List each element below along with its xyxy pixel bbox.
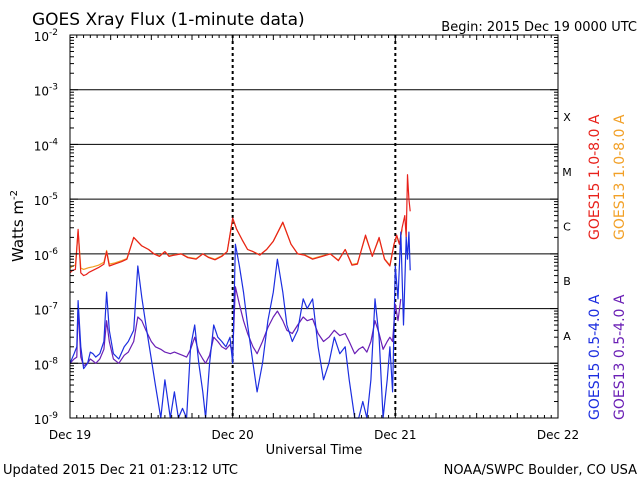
y-axis-ticks: 10-210-310-410-510-610-710-810-9 — [34, 28, 558, 427]
y-tick-exponent: -4 — [49, 137, 58, 147]
x-tick-label: Dec 21 — [374, 428, 416, 442]
legend-entry: GOES15 1.0-8.0 A — [587, 114, 603, 240]
y-tick-base: 10 — [34, 358, 49, 372]
flare-class-label: B — [563, 275, 571, 288]
y-tick-label: 10-6 — [34, 247, 59, 263]
flare-class-labels: X M C B A — [562, 111, 572, 343]
series-line — [69, 286, 402, 367]
y-tick-label: 10-5 — [34, 192, 58, 208]
y-tick-label: 10-4 — [34, 137, 59, 153]
series-line — [69, 174, 411, 277]
y-tick-base: 10 — [34, 139, 49, 153]
y-tick-base: 10 — [34, 30, 49, 44]
x-axis-ticks: Dec 19 Dec 20 Dec 21 Dec 22 — [49, 35, 579, 442]
legend-entry: GOES13 1.0-8.0 A — [612, 114, 628, 240]
y-tick-label: 10-9 — [34, 411, 59, 427]
chart-title: GOES Xray Flux (1-minute data) — [32, 10, 305, 30]
y-tick-exponent: -6 — [49, 247, 58, 257]
x-tick-label: Dec 20 — [212, 428, 254, 442]
y-tick-base: 10 — [34, 413, 49, 427]
y-tick-label: 10-8 — [34, 356, 59, 372]
y-tick-exponent: -8 — [49, 356, 58, 366]
y-tick-base: 10 — [34, 85, 49, 99]
flare-class-label: X — [563, 111, 571, 124]
begin-time: Begin: 2015 Dec 19 0000 UTC — [441, 20, 637, 35]
credit: NOAA/SWPC Boulder, CO USA — [444, 463, 637, 478]
x-tick-label: Dec 22 — [537, 428, 579, 442]
series-lines — [69, 174, 411, 419]
flare-class-label: M — [562, 166, 572, 179]
y-tick-label: 10-2 — [34, 28, 58, 44]
legend: GOES15 1.0-8.0 A GOES13 1.0-8.0 A GOES15 0… — [587, 114, 628, 420]
flare-class-label: A — [563, 330, 571, 343]
legend-entry: GOES15 0.5-4.0 A — [587, 294, 603, 420]
y-tick-exponent: -7 — [49, 302, 58, 312]
legend-entry: GOES13 0.5-4.0 A — [612, 294, 628, 420]
updated-timestamp: Updated 2015 Dec 21 01:23:12 UTC — [3, 463, 238, 478]
y-tick-base: 10 — [34, 304, 49, 318]
y-tick-exponent: -2 — [49, 28, 58, 38]
y-tick-exponent: -9 — [49, 411, 58, 421]
grid-lines — [70, 89, 558, 364]
y-tick-label: 10-7 — [34, 302, 58, 318]
y-axis-label-text: Watts m — [9, 200, 27, 262]
y-axis-label: Watts m-2 — [9, 190, 27, 262]
x-tick-label: Dec 19 — [49, 428, 91, 442]
y-tick-exponent: -3 — [49, 83, 58, 93]
x-axis-label: Universal Time — [266, 443, 363, 458]
flare-class-label: C — [563, 221, 571, 234]
y-tick-label: 10-3 — [34, 83, 58, 99]
y-tick-base: 10 — [34, 194, 49, 208]
y-tick-base: 10 — [34, 249, 49, 263]
series-line — [69, 231, 411, 419]
y-axis-label-exponent: -2 — [9, 190, 20, 200]
y-tick-exponent: -5 — [49, 192, 58, 202]
